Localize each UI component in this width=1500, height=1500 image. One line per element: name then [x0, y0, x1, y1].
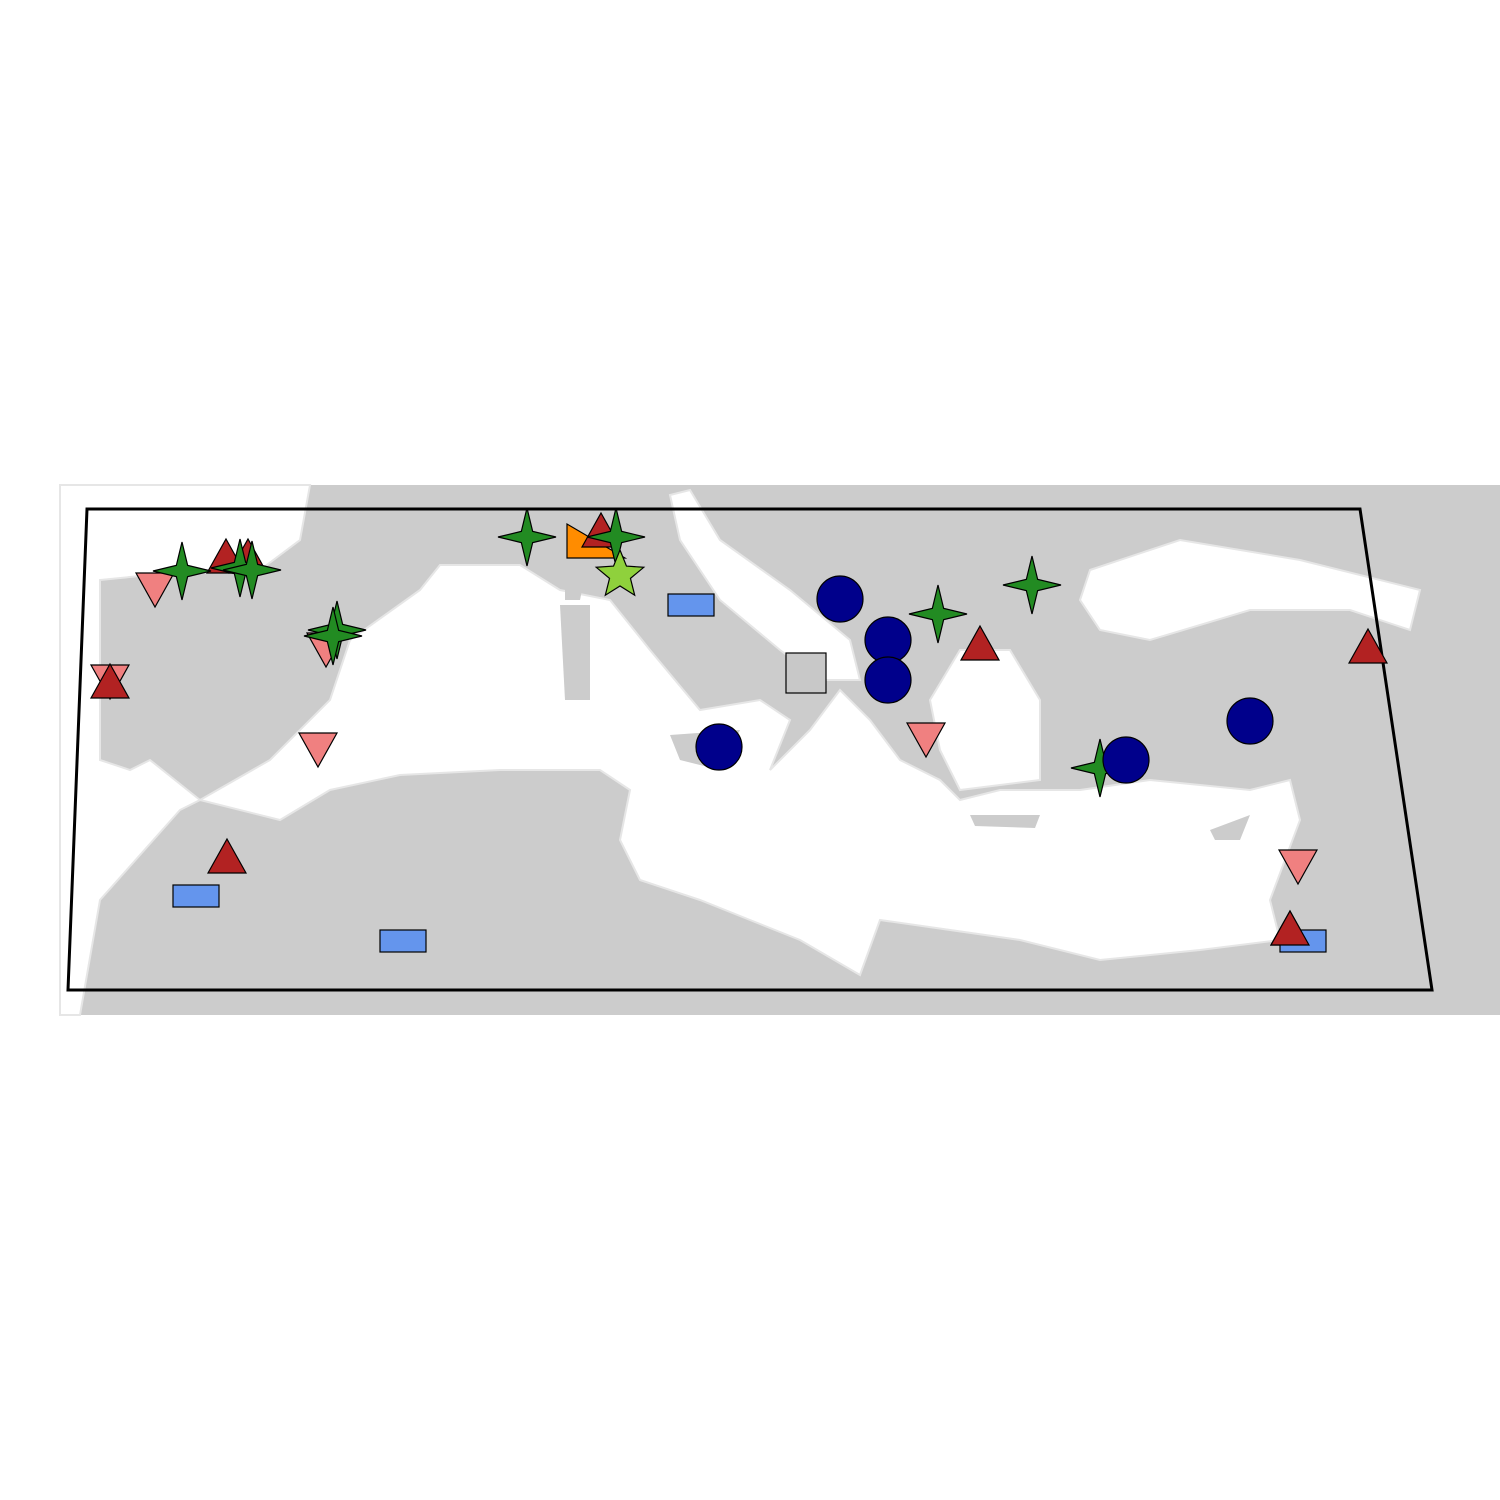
lightgreen-star	[594, 548, 646, 597]
green-star	[222, 540, 282, 600]
blue-rect	[667, 593, 715, 617]
mediterranean	[197, 564, 1302, 977]
study-area-frame	[66, 507, 1434, 992]
red-triangle	[89, 662, 131, 699]
pink-triangle	[1277, 849, 1319, 886]
pink-triangle	[134, 572, 176, 609]
crete	[970, 815, 1040, 828]
green-star	[152, 541, 212, 601]
pink-triangle	[297, 732, 339, 769]
cyprus	[1210, 815, 1250, 840]
green-star	[1002, 555, 1062, 615]
navy-circle	[864, 656, 912, 704]
navy-circle	[1102, 736, 1150, 784]
red-triangle	[959, 624, 1001, 661]
pink-triangle	[905, 722, 947, 759]
blue-rect	[379, 929, 427, 953]
red-triangle	[206, 837, 248, 874]
green-star	[303, 606, 363, 666]
gray-square	[785, 652, 827, 694]
corsica	[565, 575, 585, 600]
black-sea	[1078, 538, 1422, 642]
markers	[89, 507, 1389, 953]
sardinia	[560, 605, 590, 700]
blue-rect	[172, 884, 220, 908]
navy-circle	[695, 723, 743, 771]
green-star	[908, 584, 968, 644]
green-star	[497, 507, 557, 567]
navy-circle	[1226, 697, 1274, 745]
navy-circle	[864, 616, 912, 664]
navy-circle	[816, 575, 864, 623]
red-triangle	[1269, 909, 1311, 946]
red-triangle	[1347, 627, 1389, 664]
